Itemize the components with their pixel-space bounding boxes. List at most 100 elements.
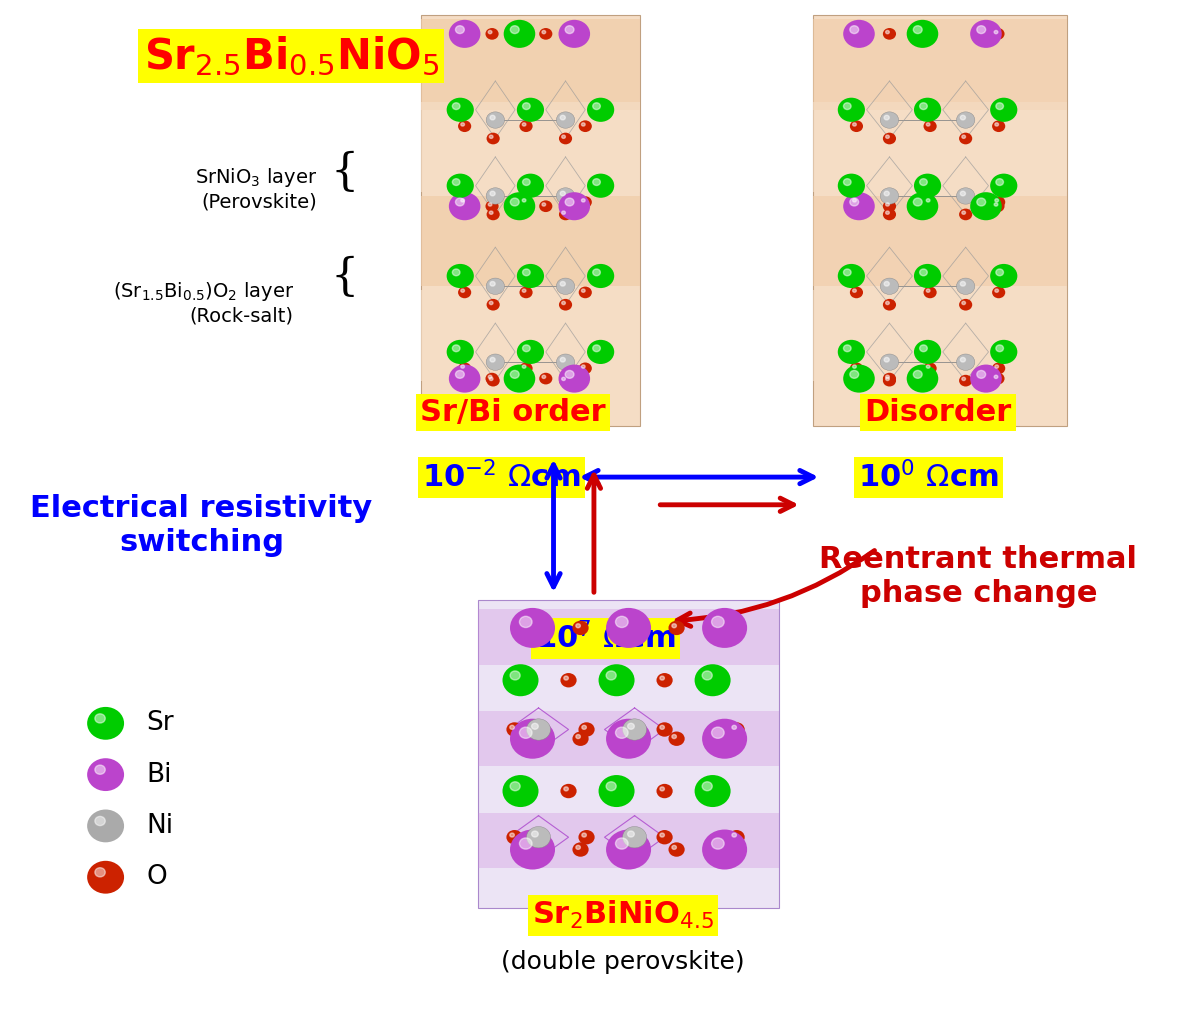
Circle shape xyxy=(562,302,565,305)
Bar xyxy=(479,813,779,868)
Circle shape xyxy=(562,135,565,139)
Circle shape xyxy=(883,132,896,145)
Circle shape xyxy=(578,196,592,208)
Circle shape xyxy=(844,345,851,352)
Circle shape xyxy=(572,732,589,746)
Circle shape xyxy=(962,302,966,305)
Circle shape xyxy=(962,211,966,214)
Circle shape xyxy=(461,123,464,126)
Circle shape xyxy=(991,28,1004,40)
Circle shape xyxy=(884,191,889,196)
Circle shape xyxy=(886,31,889,34)
Circle shape xyxy=(712,838,724,850)
Text: Ni: Ni xyxy=(146,813,173,839)
Circle shape xyxy=(510,833,515,837)
Bar xyxy=(814,102,1067,192)
Circle shape xyxy=(970,19,1002,48)
Circle shape xyxy=(850,362,863,374)
Circle shape xyxy=(486,374,499,387)
Circle shape xyxy=(522,103,530,110)
Circle shape xyxy=(956,112,974,128)
Text: (double perovskite): (double perovskite) xyxy=(500,950,744,975)
Circle shape xyxy=(616,617,628,628)
Circle shape xyxy=(559,208,572,221)
Circle shape xyxy=(522,365,526,368)
Circle shape xyxy=(578,830,595,844)
Circle shape xyxy=(884,281,889,286)
Circle shape xyxy=(446,173,474,198)
Circle shape xyxy=(959,374,972,387)
Circle shape xyxy=(558,364,590,393)
Circle shape xyxy=(557,112,575,128)
Circle shape xyxy=(449,192,480,221)
Circle shape xyxy=(452,345,460,352)
Circle shape xyxy=(558,19,590,48)
Text: SrNiO$_3$ layer
(Perovskite): SrNiO$_3$ layer (Perovskite) xyxy=(194,166,317,211)
Circle shape xyxy=(486,299,499,311)
Circle shape xyxy=(88,758,124,791)
Bar xyxy=(814,290,1067,381)
Circle shape xyxy=(510,607,556,648)
Circle shape xyxy=(520,617,532,628)
Circle shape xyxy=(506,830,523,844)
Circle shape xyxy=(558,192,590,221)
Circle shape xyxy=(560,281,565,286)
Circle shape xyxy=(990,173,1018,198)
Circle shape xyxy=(490,378,493,381)
Circle shape xyxy=(510,671,520,680)
Circle shape xyxy=(660,725,665,729)
Circle shape xyxy=(853,365,857,368)
Circle shape xyxy=(88,707,124,740)
Circle shape xyxy=(712,617,724,628)
Circle shape xyxy=(560,115,565,120)
Circle shape xyxy=(702,829,748,870)
Text: {: { xyxy=(331,151,359,194)
Circle shape xyxy=(587,97,614,122)
Circle shape xyxy=(452,103,460,110)
Bar xyxy=(814,19,1067,110)
Circle shape xyxy=(991,200,1004,212)
Circle shape xyxy=(95,765,106,775)
Circle shape xyxy=(907,19,938,48)
Circle shape xyxy=(628,831,635,837)
Circle shape xyxy=(886,302,889,305)
Circle shape xyxy=(995,289,998,292)
Circle shape xyxy=(458,120,472,132)
Circle shape xyxy=(732,725,737,729)
Circle shape xyxy=(844,192,875,221)
Circle shape xyxy=(919,103,928,110)
Bar xyxy=(814,196,1067,286)
Circle shape xyxy=(446,97,474,122)
Circle shape xyxy=(913,198,922,206)
Circle shape xyxy=(623,719,647,740)
Circle shape xyxy=(881,278,899,294)
Circle shape xyxy=(593,345,600,352)
Circle shape xyxy=(522,269,530,276)
Circle shape xyxy=(517,173,544,198)
Circle shape xyxy=(881,188,899,204)
Circle shape xyxy=(522,123,526,126)
Circle shape xyxy=(956,278,974,294)
Circle shape xyxy=(559,299,572,311)
Circle shape xyxy=(486,200,499,212)
Circle shape xyxy=(959,132,972,145)
Circle shape xyxy=(562,211,565,214)
Circle shape xyxy=(510,198,520,206)
Circle shape xyxy=(520,838,532,850)
Circle shape xyxy=(510,829,556,870)
Circle shape xyxy=(850,370,859,379)
Circle shape xyxy=(977,198,985,206)
Circle shape xyxy=(461,289,464,292)
Circle shape xyxy=(504,192,535,221)
Circle shape xyxy=(881,354,899,370)
Circle shape xyxy=(557,354,575,370)
Circle shape xyxy=(490,115,496,120)
Circle shape xyxy=(522,289,526,292)
Circle shape xyxy=(95,817,106,826)
Circle shape xyxy=(838,340,865,364)
Circle shape xyxy=(452,269,460,276)
Circle shape xyxy=(490,135,493,139)
FancyBboxPatch shape xyxy=(421,15,640,426)
Circle shape xyxy=(883,208,896,221)
Circle shape xyxy=(668,732,685,746)
